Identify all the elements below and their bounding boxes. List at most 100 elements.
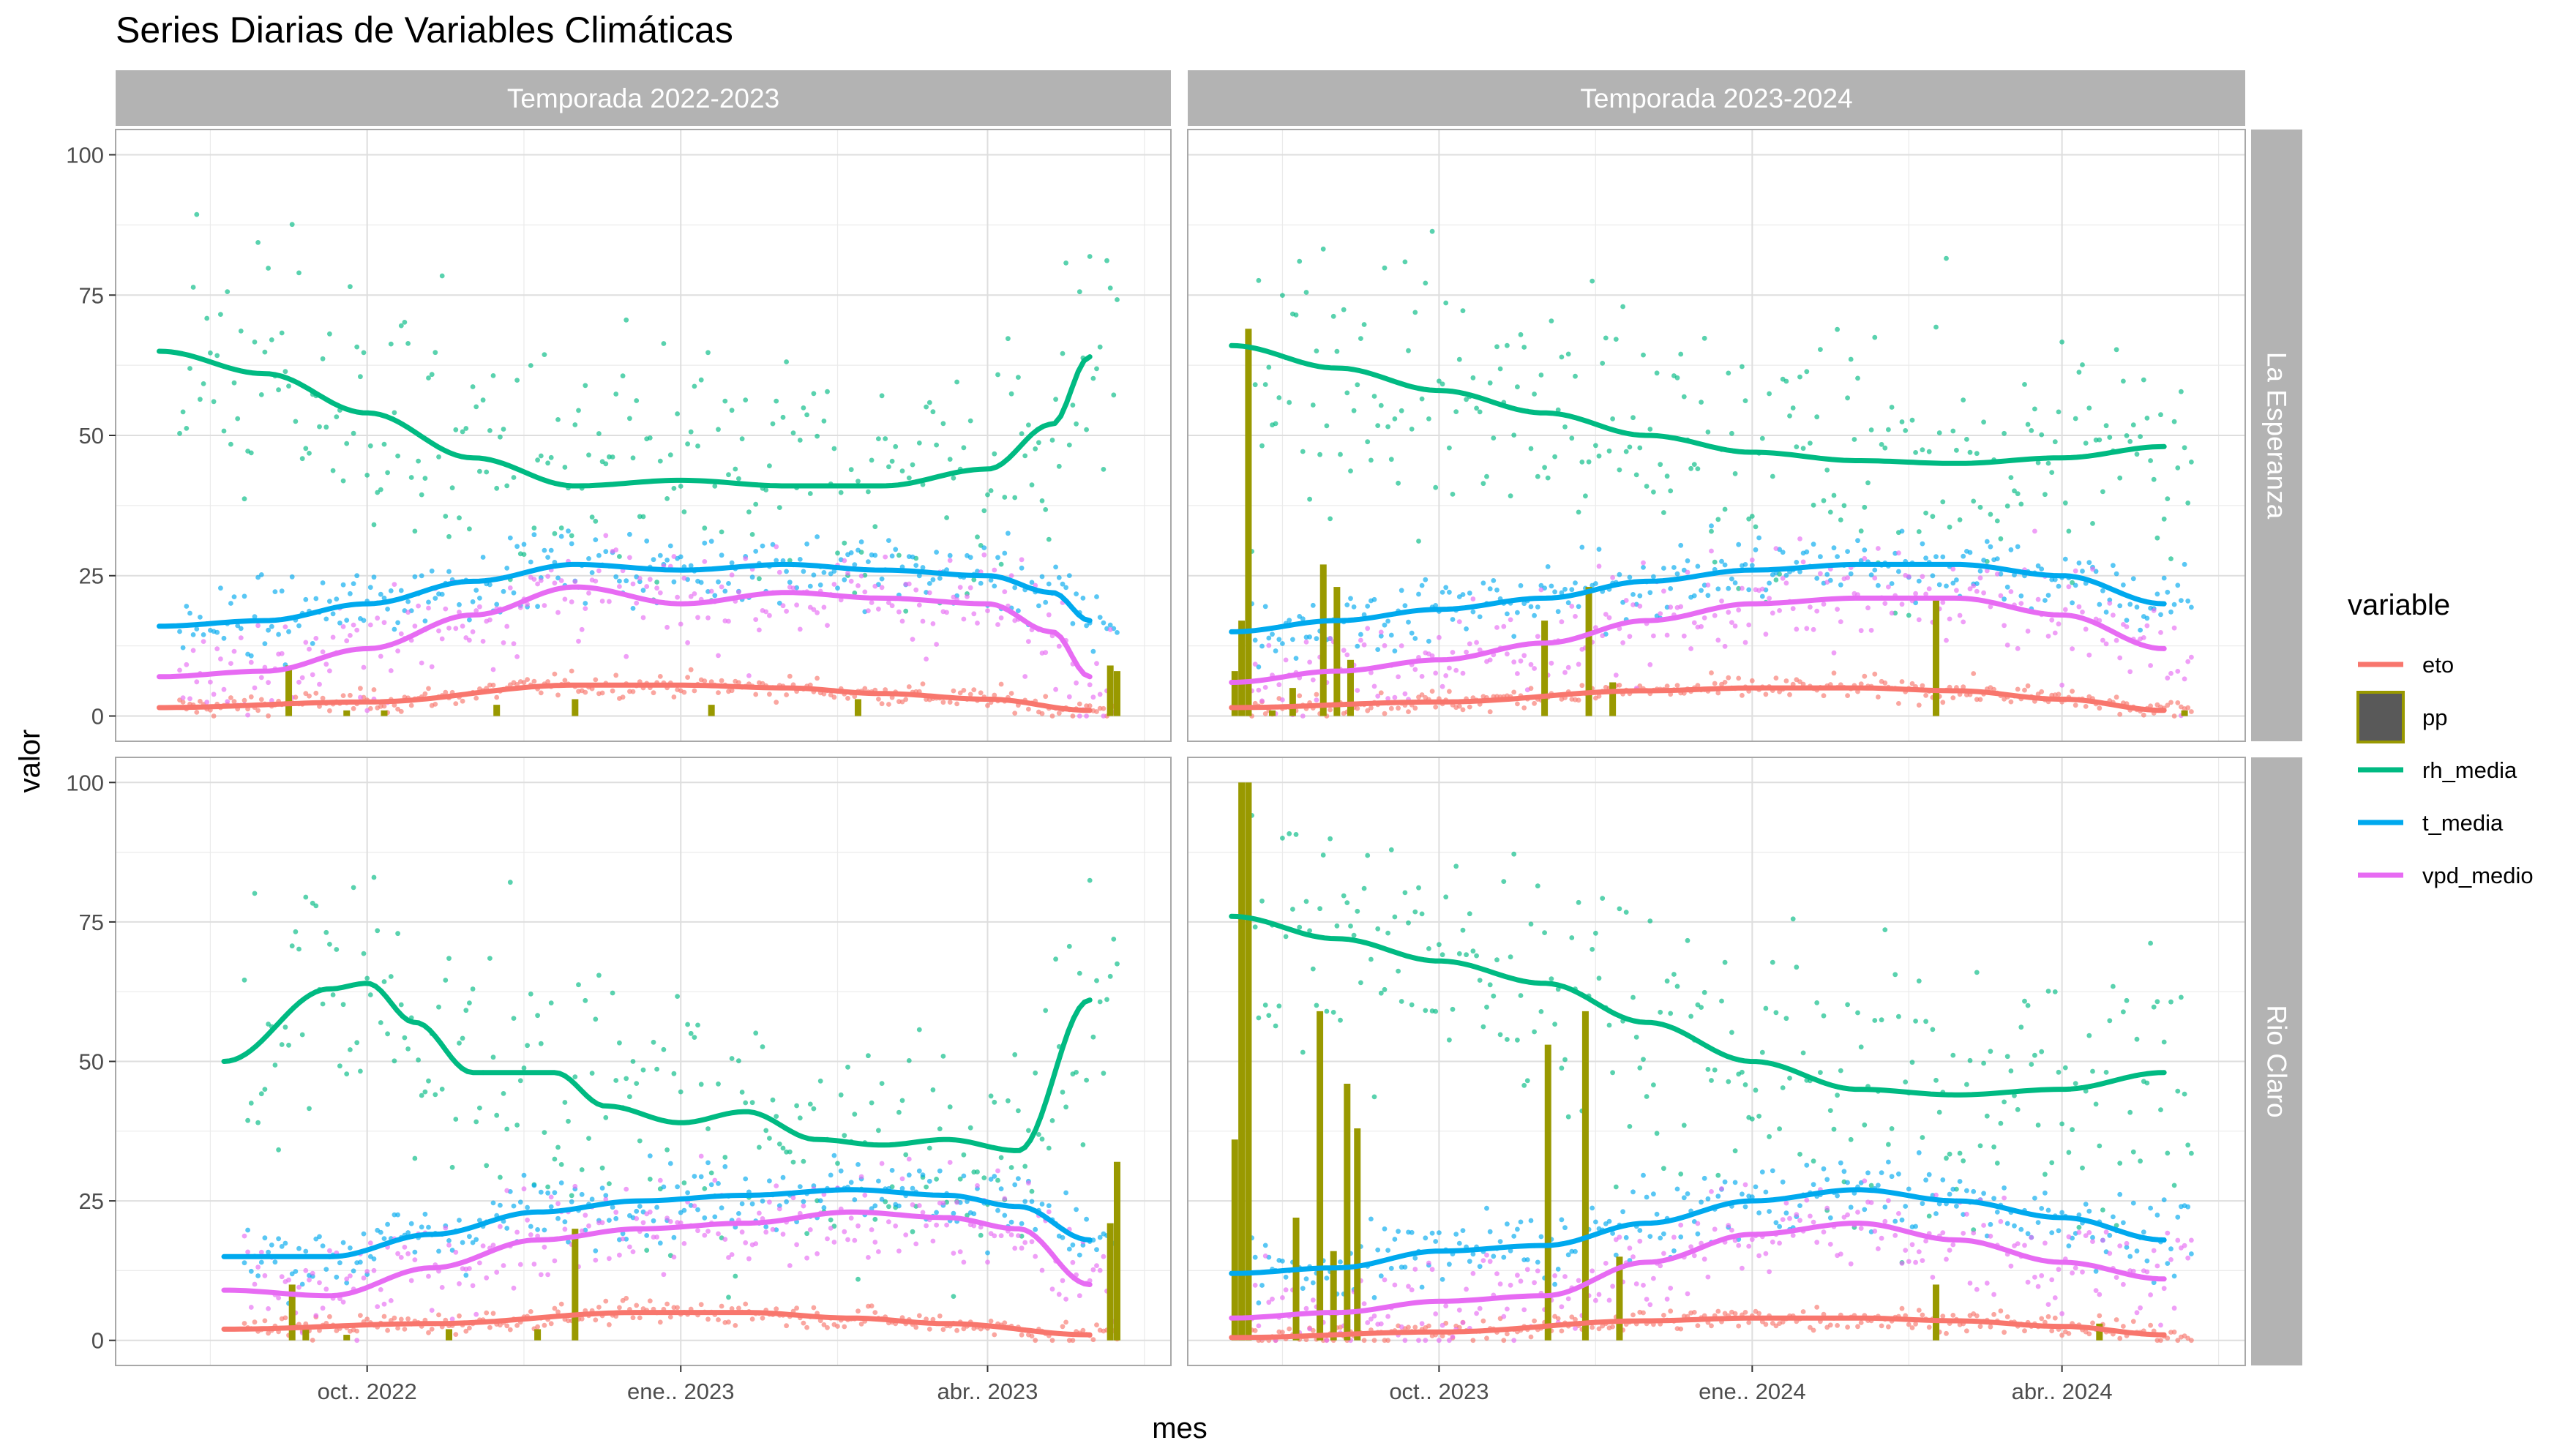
eto-point	[992, 692, 997, 698]
t_media-point	[2124, 1245, 2130, 1250]
vpd_medio-point	[985, 608, 990, 613]
eto-point	[2090, 1320, 2095, 1326]
rh_media-point	[1090, 375, 1096, 381]
vpd_medio-point	[1701, 615, 1707, 621]
rh_media-point	[402, 320, 408, 325]
t_media-point	[2144, 1258, 2150, 1264]
eto-point	[1610, 1324, 1616, 1330]
eto-point	[1070, 1338, 1076, 1344]
t_media-point	[1701, 1175, 1707, 1181]
vpd_medio-point	[1794, 626, 1800, 632]
t_media-point	[1491, 1253, 1497, 1259]
t_media-point	[367, 585, 373, 591]
t_media-point	[2182, 561, 2187, 567]
vpd_medio-point	[2151, 607, 2157, 613]
eto-point	[671, 694, 677, 700]
vpd_medio-point	[1474, 640, 1479, 645]
t_media-point	[1402, 603, 1408, 609]
eto-point	[1287, 1326, 1292, 1332]
t_media-point	[385, 607, 390, 612]
rh_media-point	[1749, 514, 1755, 519]
rh_media-point	[1515, 384, 1520, 390]
vpd_medio-point	[1974, 1286, 1980, 1292]
t_media-point	[1617, 572, 1622, 577]
rh_media-point	[1310, 402, 1316, 408]
vpd_medio-point	[1074, 680, 1079, 686]
eto-point	[620, 694, 626, 700]
rh_media-point	[2107, 435, 2113, 440]
vpd_medio-point	[231, 648, 237, 654]
t_media-point	[1324, 1275, 1330, 1281]
rh_media-point	[780, 414, 786, 420]
rh_media-point	[2100, 489, 2105, 495]
vpd_medio-point	[1971, 583, 1977, 588]
vpd_medio-point	[1797, 536, 1802, 541]
vpd_medio-point	[613, 1210, 619, 1215]
t_media-point	[1756, 1210, 1762, 1215]
vpd_medio-point	[1777, 608, 1783, 613]
t_media-point	[2002, 1185, 2007, 1191]
vpd_medio-point	[967, 585, 973, 591]
t_media-point	[1824, 1177, 1830, 1183]
rh_media-point	[1474, 953, 1479, 959]
vpd_medio-point	[647, 1209, 653, 1215]
vpd_medio-point	[1824, 580, 1830, 585]
rh_media-point	[358, 374, 363, 380]
eto-point	[1777, 689, 1783, 694]
rh_media-point	[787, 1149, 793, 1155]
t_media-point	[1651, 1191, 1656, 1197]
vpd_medio-point	[1964, 1211, 1969, 1217]
vpd_medio-point	[2158, 630, 2163, 635]
vpd_medio-point	[480, 639, 486, 644]
eto-point	[842, 1324, 847, 1330]
t_media-point	[1467, 591, 1472, 596]
t_media-point	[1780, 1179, 1786, 1185]
t_media-point	[1559, 1217, 1565, 1223]
eto-point	[2002, 1330, 2007, 1335]
t_media-point	[477, 1218, 482, 1223]
vpd_medio-point	[1617, 626, 1622, 632]
t_media-point	[1280, 1259, 1285, 1264]
rh_media-point	[266, 266, 271, 271]
eto-point	[988, 1319, 994, 1324]
t_media-point	[242, 1260, 247, 1266]
eto-point	[327, 708, 332, 713]
rh_media-point	[1862, 504, 1868, 510]
vpd_medio-point	[1664, 632, 1670, 638]
rh_media-point	[593, 1016, 599, 1022]
t_media-point	[555, 1215, 561, 1221]
t_media-point	[916, 573, 922, 579]
pp-bar	[1319, 564, 1327, 716]
rh_media-point	[589, 514, 595, 520]
vpd_medio-point	[1896, 550, 1901, 556]
rh_media-point	[2056, 1069, 2062, 1075]
rh_media-point	[334, 947, 340, 952]
rh_media-point	[1753, 524, 1759, 530]
vpd_medio-point	[845, 570, 850, 576]
t_media-point	[504, 566, 510, 571]
t_media-point	[289, 1271, 295, 1277]
eto-point	[1763, 692, 1769, 697]
rh_media-point	[1006, 336, 1011, 342]
eto-smooth-line	[1229, 685, 2167, 713]
eto-point	[1909, 1325, 1915, 1330]
pp-bar	[1581, 1011, 1589, 1341]
t_media-point	[926, 1178, 932, 1184]
rh_media-point	[426, 1078, 431, 1084]
rh_media-point	[685, 441, 690, 447]
t_media-point	[1008, 1219, 1014, 1225]
t_media-point	[695, 1207, 700, 1213]
t_media-point	[1936, 582, 1942, 588]
eto-point	[2168, 700, 2174, 705]
rh_media-point	[763, 1128, 769, 1133]
eto-point	[1371, 1338, 1377, 1344]
t_media-point	[2161, 1197, 2167, 1202]
t_media-point	[1470, 1251, 1476, 1257]
vpd_medio-point	[2066, 584, 2072, 590]
rh_media-smooth-line	[157, 348, 1093, 489]
rh_media-point	[504, 483, 510, 489]
rh_media-point	[1549, 976, 1554, 981]
eto-point	[313, 690, 319, 696]
rh_media-point	[817, 1078, 823, 1084]
t_media-point	[719, 552, 724, 558]
